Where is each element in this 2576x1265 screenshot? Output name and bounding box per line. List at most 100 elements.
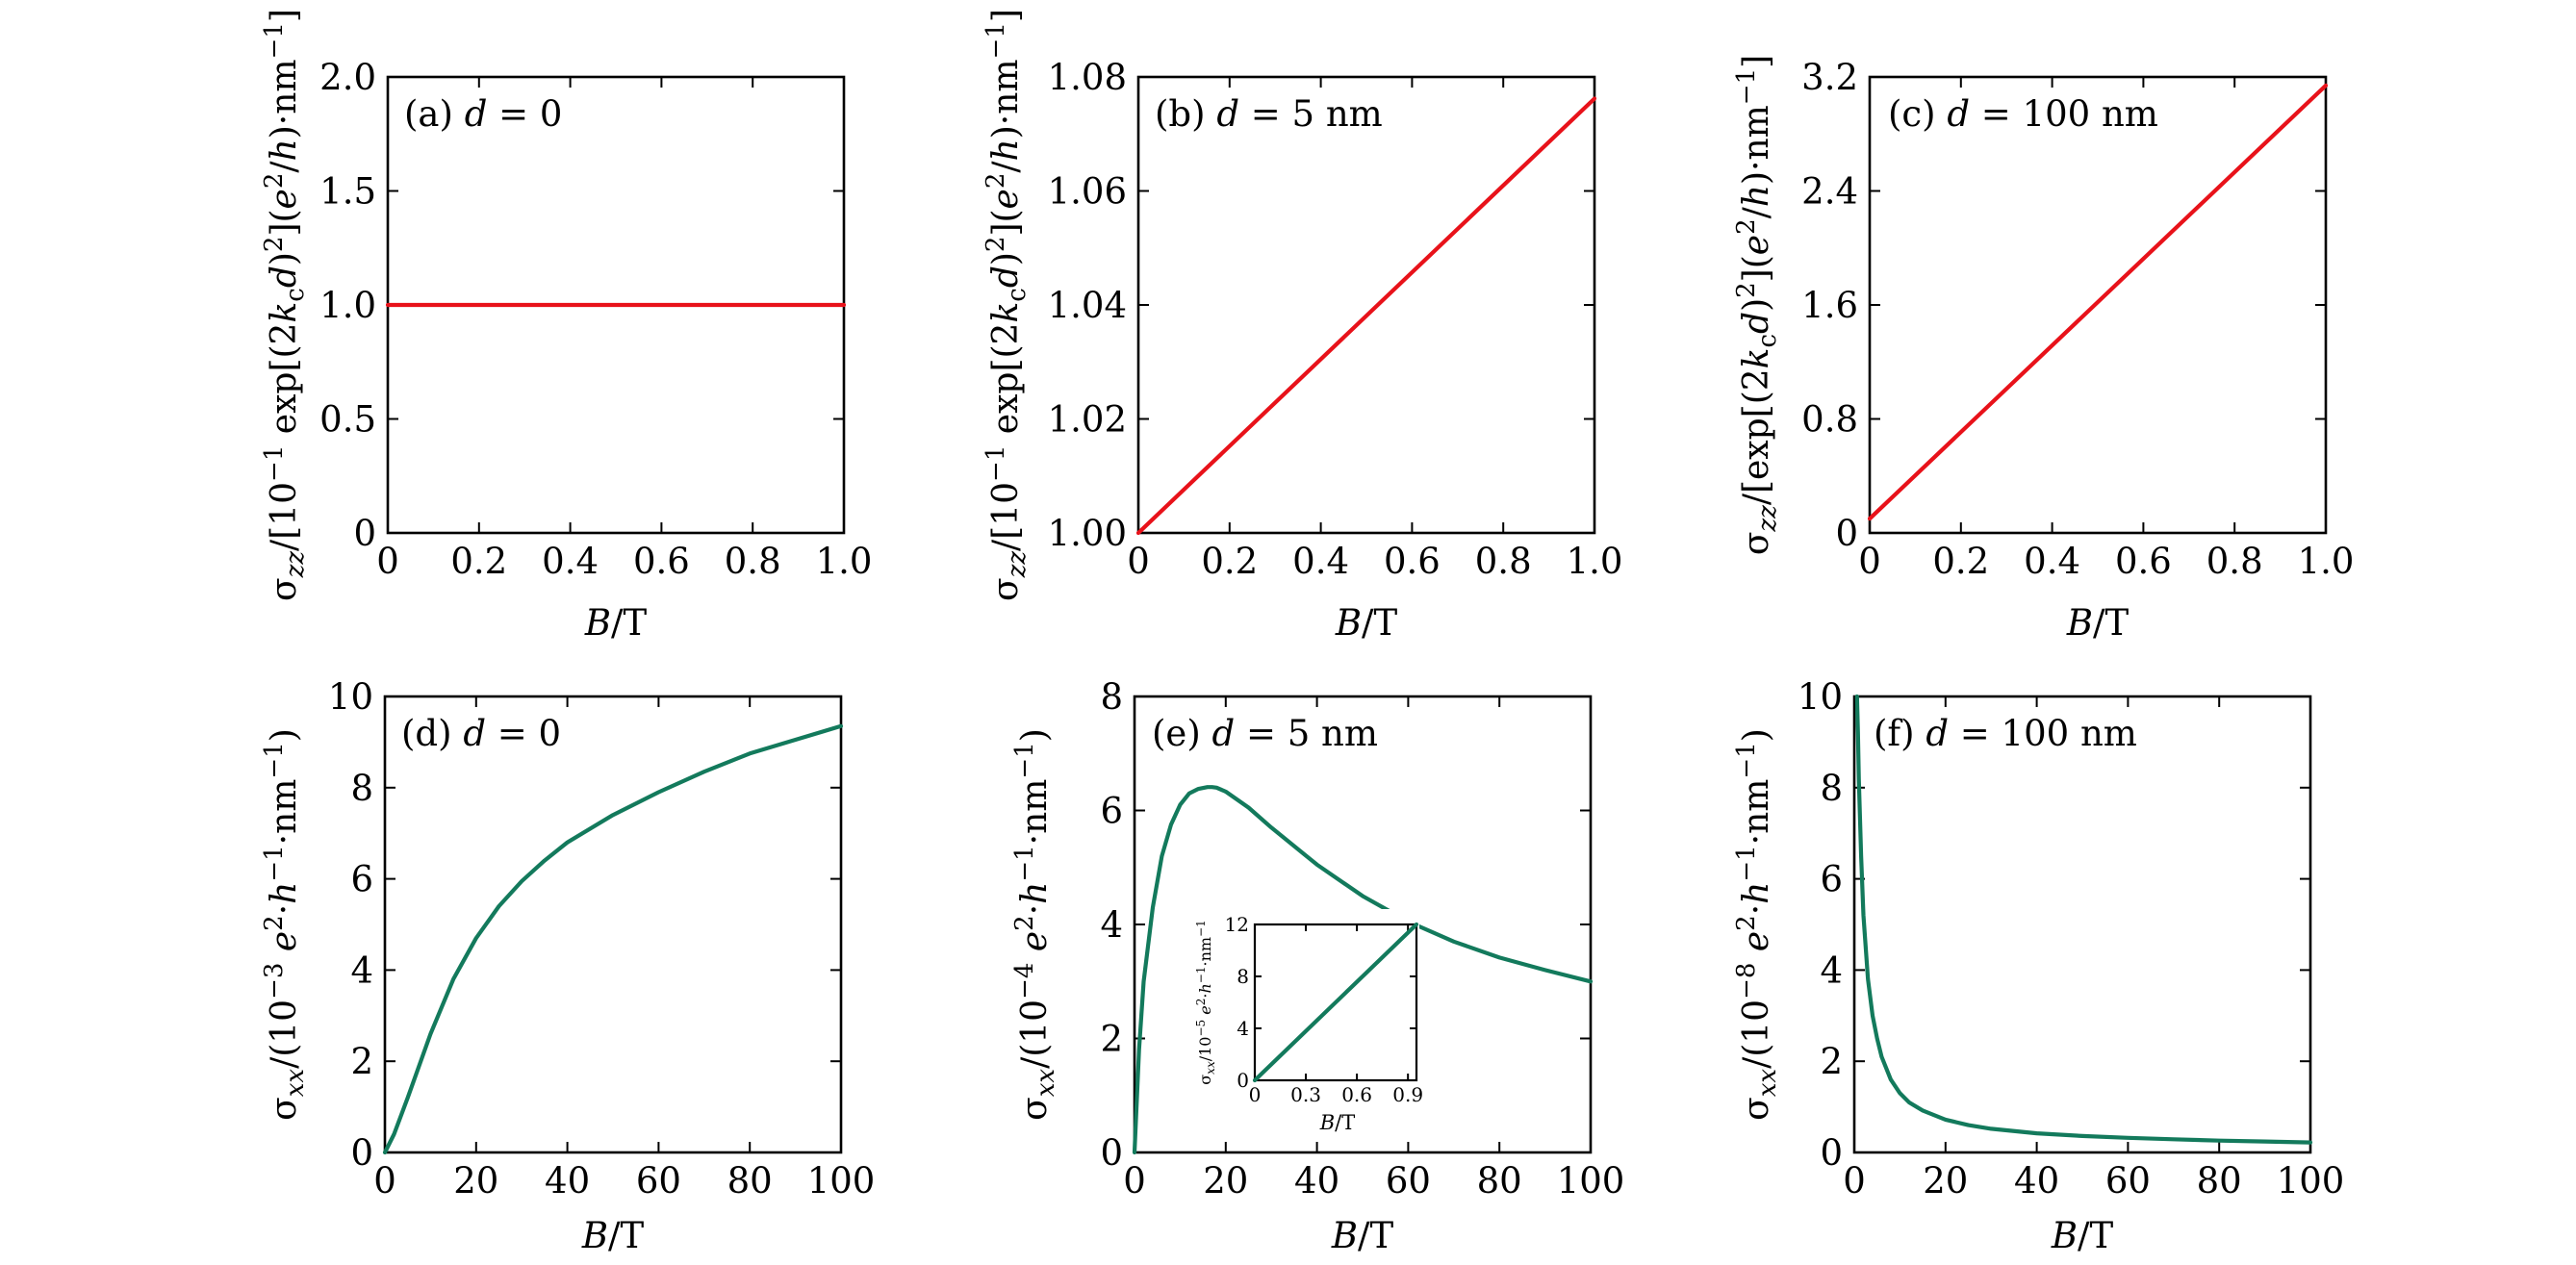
y-ticks: 0 0.8 1.6 2.4 3.2 — [1801, 57, 2326, 554]
x-tick-label: 0.2 — [450, 541, 507, 582]
x-tick-label: 0.8 — [1475, 541, 1532, 582]
y-tick-label: 0 — [1820, 1132, 1843, 1174]
x-tick-label: 80 — [1477, 1160, 1522, 1202]
y-ticks: 0 2 4 6 8 10 — [1798, 676, 2310, 1174]
y-tick-label: 1.6 — [1801, 285, 1858, 326]
panel-annotation: (f) d = 100 nm — [1874, 713, 2137, 754]
x-tick-label: 0.4 — [2024, 541, 2080, 582]
plot-lines — [1135, 96, 1597, 536]
x-tick-label: 40 — [1294, 1160, 1339, 1202]
y-tick-label: 2.4 — [1801, 171, 1858, 213]
y-tick-label: 10 — [1798, 676, 1843, 718]
inset-frame — [1253, 923, 1418, 1082]
x-tick-label: 0 — [1858, 541, 1881, 582]
y-tick-label: 4 — [1820, 949, 1843, 991]
plot-frame — [1852, 695, 2312, 1154]
y-tick-label: 8 — [350, 768, 373, 809]
x-axis-label: B/T — [2066, 602, 2130, 644]
y-tick-label: 1.5 — [319, 171, 376, 213]
x-tick-label: 0.8 — [2206, 541, 2263, 582]
y-tick-label: 1.0 — [319, 285, 376, 326]
y-ticks: 1.00 1.02 1.04 1.06 1.08 — [1048, 57, 1594, 554]
y-axis-label: σxx/(10−3 e2·h−1·nm−1) — [260, 728, 310, 1121]
plot-frame — [383, 695, 843, 1154]
y-tick-label: 0 — [1100, 1132, 1123, 1174]
y-tick-label: 0.8 — [1801, 399, 1858, 441]
x-axis-label: B/T — [2051, 1215, 2114, 1256]
panel-annotation: (e) d = 5 nm — [1152, 713, 1378, 754]
x-tick-label: 60 — [636, 1160, 681, 1202]
x-tick-label: 0.2 — [1201, 541, 1258, 582]
y-tick-label: 0 — [350, 1132, 373, 1174]
y-tick-label: 8 — [1820, 768, 1843, 809]
y-tick-label: 1.08 — [1048, 57, 1127, 98]
x-tick-label: 60 — [2105, 1160, 2151, 1202]
x-tick-label: 0.4 — [542, 541, 599, 582]
x-ticks: 0 0.2 0.4 0.6 0.8 1.0 — [376, 77, 872, 582]
y-tick-label: 0 — [1237, 1069, 1249, 1092]
x-tick-label: 0.6 — [633, 541, 690, 582]
y-axis-label: σxx/(10−8 e2·h−1·nm−1) — [1732, 728, 1782, 1121]
x-tick-label: 0 — [1123, 1160, 1146, 1202]
x-tick-label: 20 — [453, 1160, 498, 1202]
panel-annotation: (a) d = 0 — [404, 93, 562, 135]
plot-lines — [1854, 694, 2313, 1145]
y-tick-label: 1.04 — [1048, 285, 1127, 326]
x-ticks: 0 20 40 60 80 100 — [1123, 696, 1624, 1202]
plot-frame — [1136, 75, 1596, 535]
x-ticks: 0 0.2 0.4 0.6 0.8 1.0 — [1858, 77, 2354, 582]
x-tick-label: 100 — [2277, 1160, 2345, 1202]
x-tick-label: 100 — [807, 1160, 876, 1202]
plot-lines — [1867, 83, 2329, 521]
y-tick-label: 4 — [350, 949, 373, 991]
x-tick-label: 40 — [2014, 1160, 2059, 1202]
x-axis-label: B/T — [581, 1215, 645, 1256]
x-tick-label: 60 — [1386, 1160, 1431, 1202]
plot-lines — [382, 723, 844, 1155]
y-tick-label: 1.02 — [1048, 399, 1127, 441]
x-tick-label: 0.6 — [2115, 541, 2172, 582]
panel-annotation: (b) d = 5 nm — [1155, 93, 1383, 135]
x-tick-label: 0.8 — [725, 541, 781, 582]
x-tick-label: 0 — [376, 541, 399, 582]
x-ticks: 0 20 40 60 80 100 — [1843, 696, 2344, 1202]
x-tick-label: 0 — [1127, 541, 1150, 582]
series-line — [1135, 96, 1597, 536]
y-tick-label: 6 — [1100, 791, 1123, 832]
y-tick-label: 2 — [1820, 1041, 1843, 1082]
y-tick-label: 2 — [1100, 1019, 1123, 1060]
x-tick-label: 0.6 — [1341, 1083, 1372, 1106]
series-line — [1854, 694, 2313, 1145]
x-tick-label: 1.0 — [816, 541, 873, 582]
inset-chart: 0 0.3 0.6 0.9 0 4 8 12 B/T σxx/10−5 e2·h−1·nm−… — [1194, 909, 1423, 1134]
panel-c: 0 0.2 0.4 0.6 0.8 1.0 0 0.8 1.6 2.4 3.2 (c) d = 1… — [1732, 55, 2354, 644]
x-tick-label: 100 — [1557, 1160, 1625, 1202]
x-tick-label: 1.0 — [2298, 541, 2355, 582]
x-tick-label: 80 — [727, 1160, 773, 1202]
panel-annotation: (c) d = 100 nm — [1888, 93, 2158, 135]
x-tick-label: 40 — [545, 1160, 590, 1202]
y-tick-label: 4 — [1100, 904, 1123, 946]
x-tick-label: 0.3 — [1290, 1083, 1321, 1106]
panel-b: 0 0.2 0.4 0.6 0.8 1.0 1.00 1.02 1.04 1.06 1.08 (b… — [982, 9, 1622, 644]
x-tick-label: 1.0 — [1567, 541, 1623, 582]
plot-frame — [1868, 75, 2328, 535]
y-tick-label: 3.2 — [1801, 57, 1858, 98]
y-tick-label: 2.0 — [319, 57, 376, 98]
y-ticks: 0 2 4 6 8 10 — [328, 676, 841, 1174]
series-line — [1132, 785, 1594, 1155]
plot-lines — [1132, 785, 1594, 1155]
x-tick-label: 0 — [373, 1160, 396, 1202]
x-ticks: 0 20 40 60 80 100 — [373, 696, 875, 1202]
y-axis-label: σzz/[exp[(2kcd)2](e2/h)·nm−1] — [1732, 55, 1782, 555]
x-axis-label: B/T — [1335, 602, 1398, 644]
y-tick-label: 12 — [1225, 913, 1249, 936]
y-axis-label: σzz/[10−1 exp[(2kcd)2](e2/h)·nm−1] — [260, 9, 310, 601]
y-tick-label: 0 — [1835, 513, 1858, 554]
y-tick-label: 4 — [1237, 1017, 1249, 1040]
x-axis-label: B/T — [1331, 1215, 1394, 1256]
y-tick-label: 0 — [353, 513, 376, 554]
y-tick-label: 10 — [328, 676, 373, 718]
